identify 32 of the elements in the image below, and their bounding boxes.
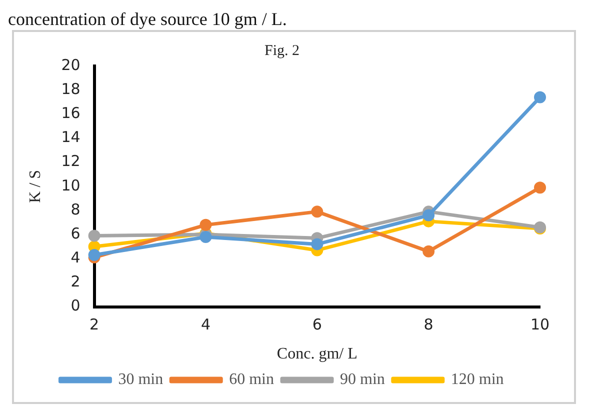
x-tick-label: 10 <box>530 316 550 334</box>
y-tick-label: 20 <box>61 56 80 74</box>
legend-label: 120 min <box>450 371 504 388</box>
y-tick-label: 10 <box>61 176 80 194</box>
legend-label: 60 min <box>229 371 274 388</box>
x-tick-label: 2 <box>90 316 100 334</box>
y-tick-label: 6 <box>70 224 80 242</box>
point <box>311 238 324 250</box>
legend-label: 90 min <box>340 371 385 388</box>
y-tick-label: 4 <box>70 248 80 267</box>
point <box>534 182 546 194</box>
point <box>311 206 324 218</box>
point <box>422 209 435 222</box>
x-axis-title: Conc. gm/ L <box>276 346 358 363</box>
x-tick-label: 6 <box>312 316 322 334</box>
point <box>422 245 435 258</box>
y-tick-label: 12 <box>61 152 80 170</box>
y-tick-label: 18 <box>61 80 80 98</box>
point <box>88 230 100 242</box>
y-tick-label: 8 <box>70 200 80 218</box>
y-axis-title: K / S <box>26 170 44 203</box>
point <box>534 91 546 104</box>
text: concentration of dye source 10 gm / L. <box>8 8 288 30</box>
y-tick-label: 16 <box>61 104 80 122</box>
x-tick-label: 4 <box>200 316 210 334</box>
y-tick-label: 0 <box>70 296 80 315</box>
point <box>200 218 212 231</box>
y-tick-label: 2 <box>70 272 80 291</box>
x-tick-label: 8 <box>424 316 434 334</box>
y-tick-label: 14 <box>61 128 80 146</box>
chart-title: Fig. 2 <box>264 42 300 59</box>
legend-label: 30 min <box>118 371 164 388</box>
